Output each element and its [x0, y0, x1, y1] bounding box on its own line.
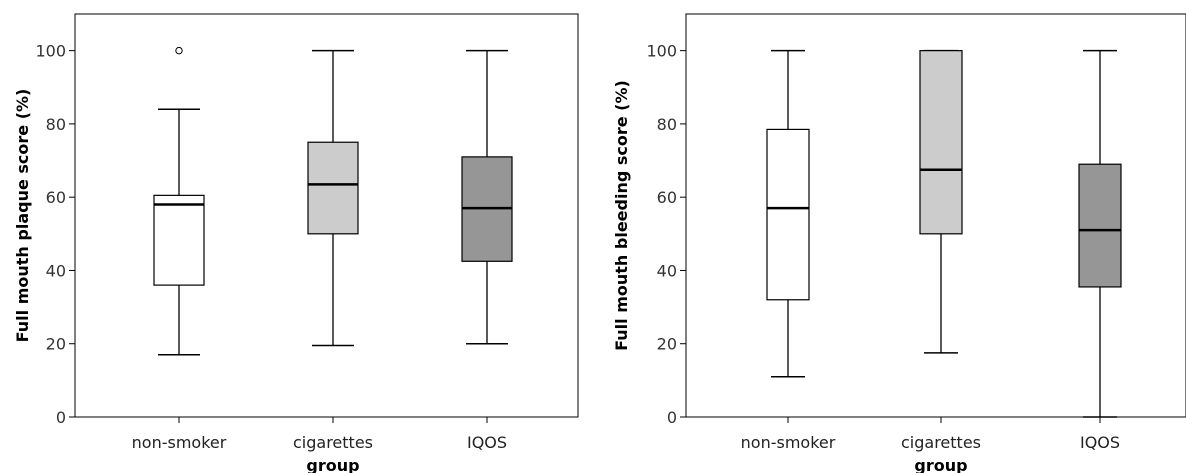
plot-frame [74, 13, 579, 418]
plot-frame [685, 13, 1186, 418]
y-tick-label: 20 [46, 335, 66, 354]
iqr-box [1078, 163, 1122, 288]
box-cigarettes: cigarettes [293, 49, 373, 452]
box-IQOS: IQOS [461, 49, 513, 452]
y-tick-label: 0 [56, 408, 66, 427]
category-label: non-smoker [741, 433, 836, 452]
y-tick-label: 40 [46, 261, 66, 280]
y-tick-label: 100 [35, 42, 66, 61]
iqr-box [153, 194, 205, 286]
category-label: cigarettes [901, 433, 981, 452]
iqr-box [919, 50, 963, 235]
category-label: non-smoker [132, 433, 227, 452]
box-non-smoker: non-smoker [741, 49, 836, 452]
y-axis-title: Full mouth bleeding score (%) [612, 80, 631, 351]
panel-bleeding: 0 20 40 60 80 100 Full mouth bleeding score (%… [612, 13, 1186, 473]
y-tick-label: 80 [657, 115, 677, 134]
category-label: cigarettes [293, 433, 373, 452]
box-IQOS: IQOS [1078, 49, 1122, 452]
category-label: IQOS [467, 433, 507, 452]
y-tick-label: 60 [46, 188, 66, 207]
outlier-point [175, 46, 183, 55]
iqr-box [307, 141, 359, 235]
y-tick-label: 20 [657, 335, 677, 354]
x-axis-title: group [914, 456, 967, 473]
y-tick-label: 60 [657, 188, 677, 207]
panel-plaque: 0 20 40 60 80 100 Full mouth plaque score (%) g… [13, 13, 579, 473]
y-tick-label: 80 [46, 115, 66, 134]
box-non-smoker: non-smoker [132, 46, 227, 452]
iqr-box [766, 128, 810, 301]
category-label: IQOS [1080, 433, 1120, 452]
y-tick-label: 100 [646, 42, 677, 61]
y-tick-label: 40 [657, 261, 677, 280]
box-cigarettes: cigarettes [901, 49, 981, 452]
y-tick-label: 0 [667, 408, 677, 427]
y-axis-title: Full mouth plaque score (%) [13, 89, 32, 343]
x-axis-title: group [306, 456, 359, 473]
